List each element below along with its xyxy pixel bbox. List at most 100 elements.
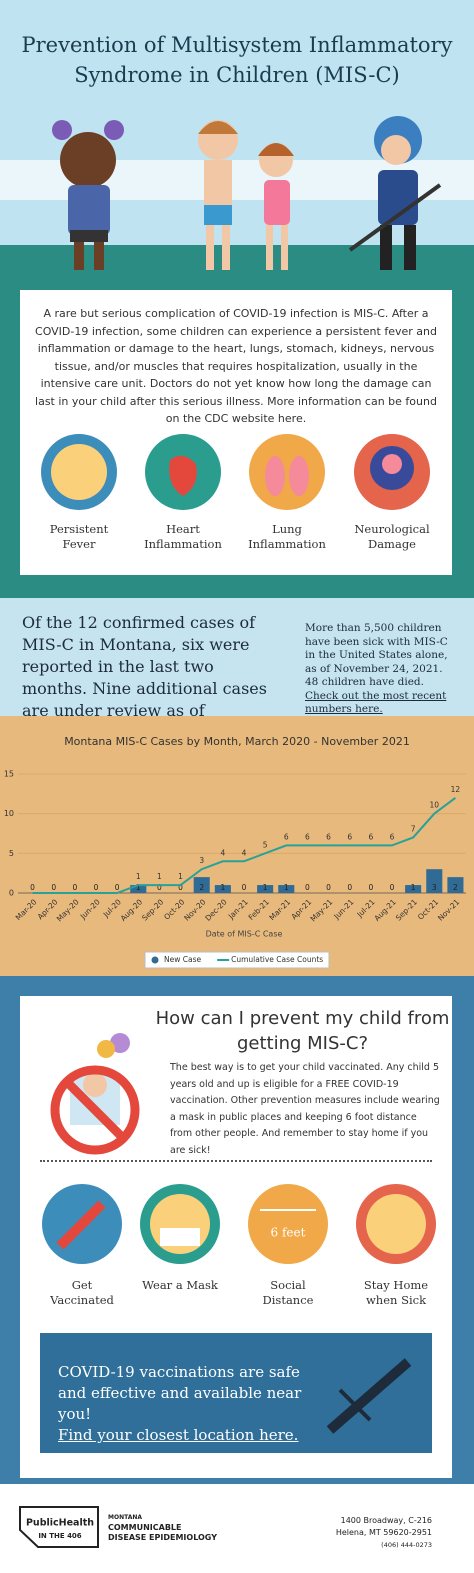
line-value-label: 10 <box>430 801 440 810</box>
logo-sub: IN THE 406 <box>38 1532 81 1540</box>
divider <box>40 1160 432 1162</box>
bar-value-label: 0 <box>368 883 373 892</box>
x-tick-label: Dec-20 <box>203 897 228 922</box>
line-value-label: 12 <box>451 785 461 794</box>
icon-label: Social Distance <box>262 1278 314 1307</box>
icon-label: Stay Home when Sick <box>363 1278 429 1307</box>
no-sign-icon <box>50 1033 140 1155</box>
x-tick-label: Aug-21 <box>372 897 398 923</box>
bar-value-label: 2 <box>453 883 458 892</box>
bar <box>447 877 464 893</box>
bar-value-label: 1 <box>284 883 289 892</box>
bar-value-label: 1 <box>263 883 268 892</box>
prevent-icons: 6 feet <box>42 1184 436 1264</box>
legend-label: New Case <box>164 955 201 964</box>
x-tick-label: Jun-21 <box>332 897 356 921</box>
icon-label: Lung Inflammation <box>248 522 326 551</box>
address: 1400 Broadway, C-216 Helena, MT 59620-29… <box>300 1515 432 1551</box>
x-tick-label: Mar-21 <box>267 897 292 922</box>
x-tick-label: Feb-21 <box>247 897 272 922</box>
line-value-label: 6 <box>305 832 310 841</box>
line-value-label: 1 <box>157 872 162 881</box>
bar-value-label: 0 <box>115 883 120 892</box>
chart: Montana MIS-C Cases by Month, March 2020… <box>4 735 466 969</box>
chart-title: Montana MIS-C Cases by Month, March 2020… <box>64 735 410 748</box>
distance-label: 6 feet <box>271 1226 306 1240</box>
bar <box>405 885 422 893</box>
legend-box <box>144 951 330 969</box>
x-tick-label: May-20 <box>55 897 81 923</box>
address-line: 1400 Broadway, C-216 <box>340 1516 432 1525</box>
bar-value-label: 0 <box>157 883 162 892</box>
org: MONTANA COMMUNICABLE DISEASE EPIDEMIOLOG… <box>108 1513 217 1543</box>
symptom-icons <box>41 434 430 510</box>
logo-text: PublicHealth <box>26 1518 94 1529</box>
stats-link[interactable]: Check out the most recent numbers here. <box>305 689 447 716</box>
y-tick-label: 15 <box>4 770 14 779</box>
footer <box>0 1484 474 1573</box>
y-tick-label: 0 <box>9 889 14 898</box>
x-tick-label: Mar-20 <box>14 897 39 922</box>
bar-value-label: 0 <box>72 883 77 892</box>
bar <box>130 885 147 893</box>
bar-value-label: 0 <box>178 883 183 892</box>
intro-text: A rare but serious complication of COVID… <box>35 307 437 425</box>
org-line: COMMUNICABLE <box>108 1523 182 1532</box>
prevent-body: The best way is to get your child vaccin… <box>170 1062 440 1156</box>
org-line: DISEASE EPIDEMIOLOGY <box>108 1533 217 1542</box>
line-value-label: 3 <box>199 856 204 865</box>
line-value-label: 4 <box>242 848 247 857</box>
org-line: MONTANA <box>108 1514 143 1521</box>
address-line: Helena, MT 59620-2951 <box>335 1528 432 1537</box>
line-value-label: 1 <box>178 872 183 881</box>
icon-label: Persistent Fever <box>49 522 109 551</box>
y-tick-label: 10 <box>4 809 14 818</box>
x-tick-label: Aug-20 <box>119 897 145 923</box>
line-value-label: 6 <box>368 832 373 841</box>
stats-right: More than 5,500 children have been sick … <box>305 622 457 717</box>
montana-logo: PublicHealth IN THE 406 <box>19 1506 99 1548</box>
bar-value-label: 0 <box>30 883 35 892</box>
x-tick-label: May-21 <box>309 897 335 923</box>
bar-value-label: 0 <box>326 883 331 892</box>
prevent-heading: How can I prevent my child from getting … <box>155 1008 450 1054</box>
bar <box>278 885 295 893</box>
address-line: (406) 444-0273 <box>381 1541 432 1549</box>
bar-value-label: 3 <box>432 883 437 892</box>
bar-value-label: 0 <box>242 883 247 892</box>
bar-value-label: 0 <box>347 883 352 892</box>
icon-label: Heart Inflammation <box>144 522 222 551</box>
x-tick-label: Nov-20 <box>182 897 207 922</box>
bar-value-label: 0 <box>51 883 56 892</box>
intro-card <box>20 290 452 575</box>
x-tick-label: Jan-21 <box>226 897 250 921</box>
line-value-label: 7 <box>411 824 416 833</box>
x-tick-label: Sep-20 <box>140 897 165 922</box>
y-tick-label: 5 <box>9 849 14 858</box>
x-tick-label: Sep-21 <box>394 897 419 922</box>
bar-value-label: 1 <box>136 883 141 892</box>
line-value-label: 6 <box>390 832 395 841</box>
icon-label: Wear a Mask <box>142 1278 218 1292</box>
title: Prevention of Multisystem Inflammatory S… <box>21 33 453 87</box>
icon-label: Neurological Damage <box>354 522 430 551</box>
syringe-icon <box>326 1358 412 1434</box>
cta: COVID-19 vaccinations are safe and effec… <box>58 1362 318 1446</box>
bar <box>257 885 274 893</box>
line-value-label: 1 <box>136 872 141 881</box>
line-value-label: 6 <box>347 832 352 841</box>
icon-label: Get Vaccinated <box>50 1278 114 1307</box>
cta-link[interactable]: Find your closest location here. <box>58 1426 299 1444</box>
bar <box>193 877 210 893</box>
cta-text: COVID-19 vaccinations are safe and effec… <box>58 1363 302 1423</box>
bar-value-label: 1 <box>220 883 225 892</box>
bar-value-label: 1 <box>411 883 416 892</box>
bar <box>426 869 443 893</box>
line-value-label: 6 <box>284 832 289 841</box>
bar-value-label: 0 <box>390 883 395 892</box>
legend-label: Cumulative Case Counts <box>231 955 323 964</box>
bar-value-label: 0 <box>305 883 310 892</box>
line-value-label: 6 <box>326 832 331 841</box>
bar-value-label: 2 <box>199 883 204 892</box>
